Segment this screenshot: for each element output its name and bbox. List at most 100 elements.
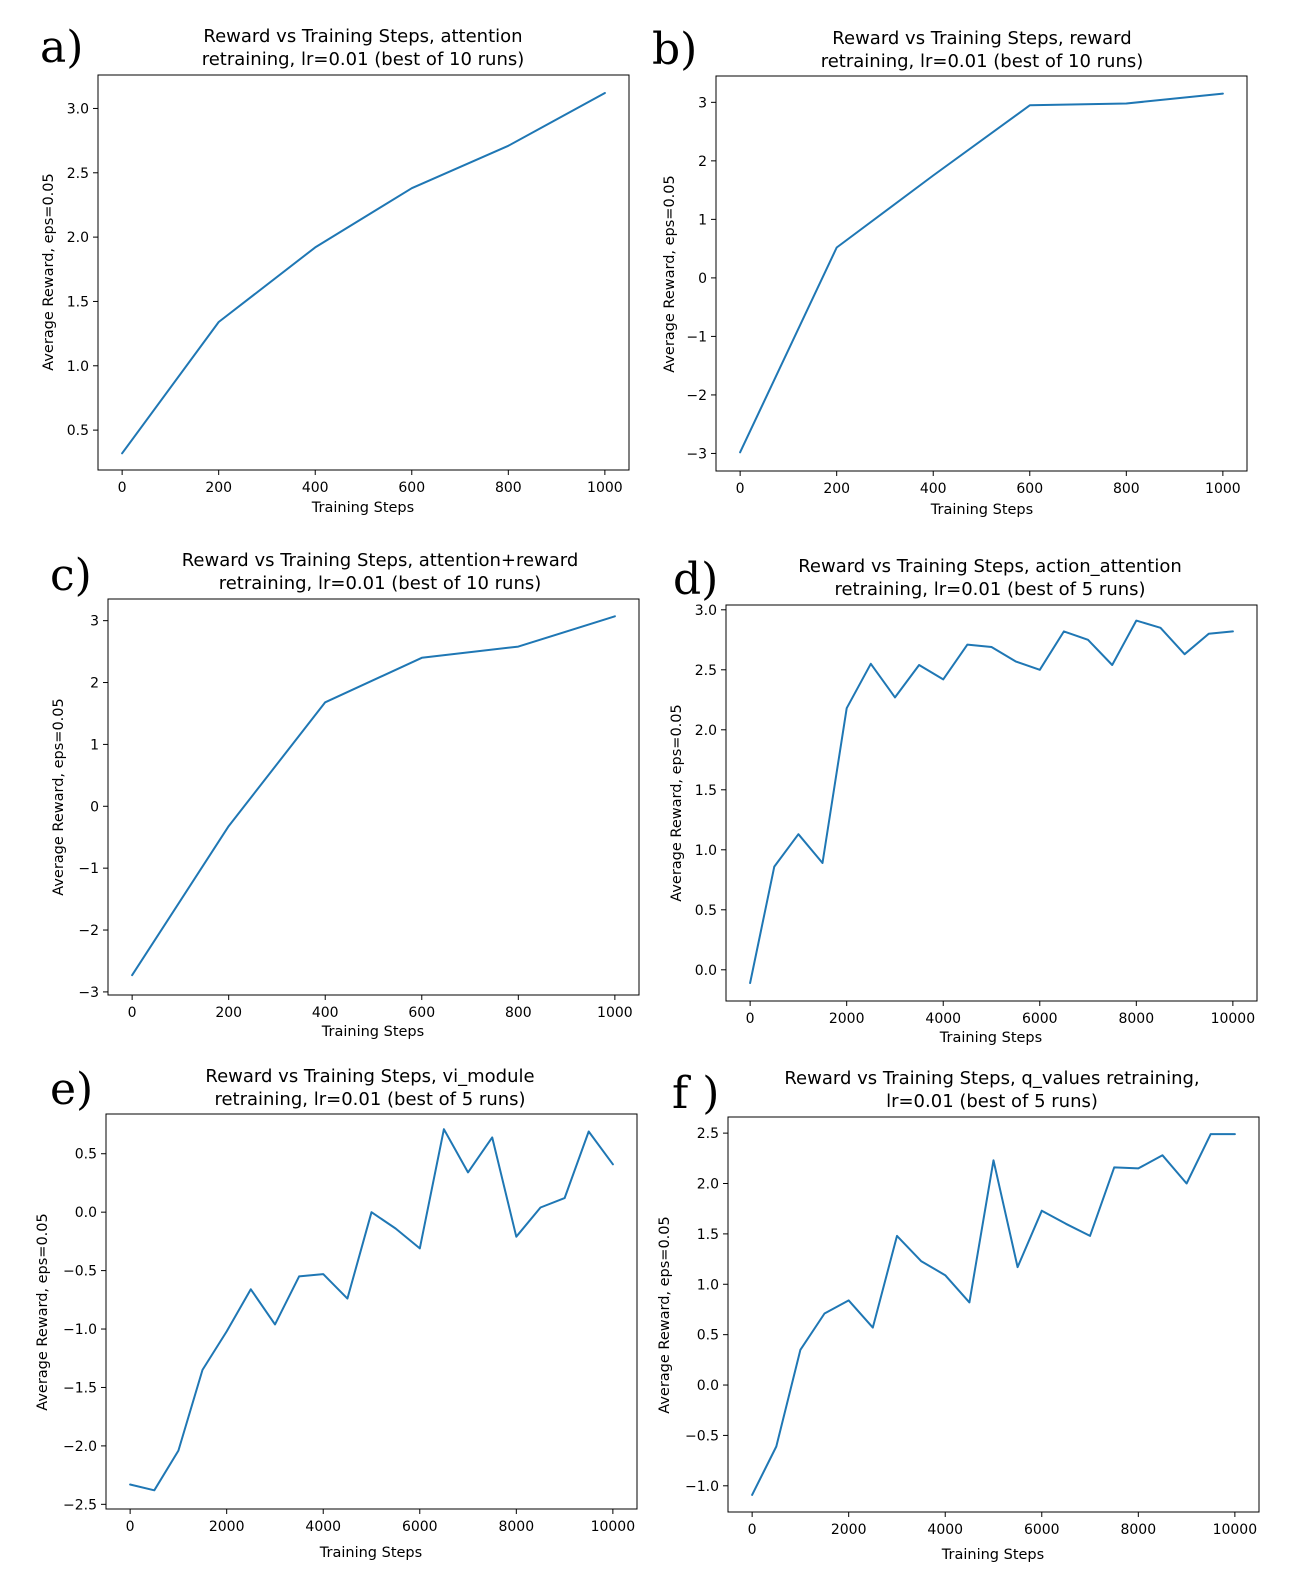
- panel-e-y-tick-label-4: −0.5: [63, 1264, 97, 1280]
- panel-e-x-tick-label-4: 8000: [498, 1519, 534, 1535]
- panel-c-y-axis-label: Average Reward, eps=0.05: [51, 698, 67, 896]
- panel-f-title-line-2: lr=0.01 (best of 5 runs): [886, 1091, 1098, 1112]
- panel-b-title-line-2: retraining, lr=0.01 (best of 10 runs): [821, 51, 1144, 72]
- panel-c-x-tick-label-1: 200: [215, 1005, 242, 1021]
- panel-a-ticks: 0 200 400 600 800 1000 0.5 1.0 1.5 2.0 2.5 3.0: [67, 101, 623, 496]
- panel-b-y-tick-label-3: 0: [698, 271, 707, 287]
- panel-f-y-tick-label-0: −1.0: [685, 1479, 719, 1495]
- panel-a-series-line: [121, 92, 606, 455]
- panel-e-axes: [105, 1113, 638, 1510]
- panel-b-y-axis-label: Average Reward, eps=0.05: [662, 175, 678, 373]
- panel-d-x-tick-label-0: 0: [746, 1011, 755, 1027]
- panel-c-y-tick-label-5: 2: [90, 676, 99, 692]
- panel-a: a) Reward vs Training Steps, attention r…: [40, 22, 630, 516]
- panel-a-title-line-1: Reward vs Training Steps, attention: [203, 26, 522, 47]
- panel-b-y-tick-label-1: −2: [686, 388, 707, 404]
- panel-c-y-tick-label-3: 0: [90, 799, 99, 815]
- panel-d-y-tick-label-3: 1.5: [695, 783, 717, 799]
- panel-b-x-tick-label-1: 200: [823, 481, 850, 497]
- panel-c-x-tick-label-0: 0: [128, 1005, 137, 1021]
- panel-a-y-tick-label-2: 1.5: [67, 294, 89, 310]
- panel-e-x-tick-label-3: 6000: [402, 1519, 438, 1535]
- panel-e-title-line-1: Reward vs Training Steps, vi_module: [205, 1066, 534, 1087]
- panel-e-y-tick-label-1: −2.0: [63, 1439, 97, 1455]
- panel-f-x-tick-label-2: 4000: [927, 1522, 963, 1538]
- panel-c-y-tick-label-1: −2: [78, 923, 99, 939]
- panel-b-y-tick-label-5: 2: [698, 154, 707, 170]
- panel-f-letter: f ): [672, 1068, 719, 1119]
- panel-e-y-tick-label-3: −1.0: [63, 1322, 97, 1338]
- panel-c-letter: c): [50, 550, 92, 601]
- panel-c-series-line: [131, 615, 616, 977]
- panel-d-x-tick-label-5: 10000: [1211, 1011, 1256, 1027]
- panel-f-x-axis-label: Training Steps: [941, 1547, 1044, 1563]
- panel-d-x-tick-label-1: 2000: [829, 1011, 865, 1027]
- panel-c-x-tick-label-4: 800: [505, 1005, 532, 1021]
- panel-f-y-tick-label-6: 2.0: [697, 1177, 719, 1193]
- panel-e-ticks: 0 2000 4000 6000 8000 10000 −2.5 −2.0 −1.5 −1.0 −0…: [63, 1147, 635, 1535]
- panel-c-y-tick-label-0: −3: [78, 985, 99, 1001]
- panel-c: c) Reward vs Training Steps, attention+r…: [50, 550, 640, 1040]
- panel-b-x-axis-label: Training Steps: [930, 502, 1033, 518]
- panel-f-ticks: 0 2000 4000 6000 8000 10000 −1.0 −0.5 0.0 0.5 1.0 1…: [685, 1126, 1257, 1538]
- panel-c-axes: [107, 598, 640, 996]
- panel-d-y-tick-label-2: 1.0: [695, 843, 717, 859]
- panel-d-y-tick-label-5: 2.5: [695, 663, 717, 679]
- panel-d-y-axis-label: Average Reward, eps=0.05: [669, 704, 685, 902]
- panel-c-ticks: 0 200 400 600 800 1000 −3 −2 −1 0 1 2 3: [78, 614, 632, 1021]
- panel-c-x-tick-label-2: 400: [312, 1005, 339, 1021]
- panel-a-x-tick-label-2: 400: [302, 480, 329, 496]
- panel-e-letter: e): [50, 1064, 93, 1115]
- panel-f-axes: [727, 1116, 1260, 1513]
- panel-c-x-tick-label-3: 600: [408, 1005, 435, 1021]
- panel-e-y-axis-label: Average Reward, eps=0.05: [35, 1213, 51, 1411]
- panel-e-y-tick-label-5: 0.0: [75, 1205, 97, 1221]
- panel-a-y-tick-label-0: 0.5: [67, 423, 89, 439]
- panel-b-letter: b): [652, 24, 697, 75]
- panel-b-x-tick-label-4: 800: [1113, 481, 1140, 497]
- panel-a-y-axis-label: Average Reward, eps=0.05: [41, 173, 57, 371]
- panel-f-y-tick-label-5: 1.5: [697, 1227, 719, 1243]
- panel-a-title-line-2: retraining, lr=0.01 (best of 10 runs): [202, 49, 525, 70]
- panel-e-x-tick-label-5: 10000: [591, 1519, 636, 1535]
- panel-e-y-tick-label-2: −1.5: [63, 1380, 97, 1396]
- panel-a-y-tick-label-5: 3.0: [67, 101, 89, 117]
- panel-e-title-line-2: retraining, lr=0.01 (best of 5 runs): [214, 1089, 525, 1110]
- panel-c-title-line-1: Reward vs Training Steps, attention+rewa…: [182, 550, 579, 571]
- panel-d-ticks: 0 2000 4000 6000 8000 10000 0.0 0.5 1.0 1.5 2.0 2.5…: [695, 603, 1255, 1027]
- panel-d-series-line: [749, 619, 1234, 984]
- panel-f-y-tick-label-4: 1.0: [697, 1277, 719, 1293]
- panel-f: f ) Reward vs Training Steps, q_values r…: [657, 1068, 1260, 1563]
- panel-c-x-tick-label-5: 1000: [597, 1005, 633, 1021]
- panel-c-y-tick-label-6: 3: [90, 614, 99, 630]
- panel-f-y-tick-label-3: 0.5: [697, 1328, 719, 1344]
- panel-f-y-tick-label-7: 2.5: [697, 1126, 719, 1142]
- panel-f-y-tick-label-1: −0.5: [685, 1428, 719, 1444]
- panel-d-y-tick-label-6: 3.0: [695, 603, 717, 619]
- panel-c-title-line-2: retraining, lr=0.01 (best of 10 runs): [219, 573, 542, 594]
- panel-f-x-tick-label-3: 6000: [1024, 1522, 1060, 1538]
- panel-f-x-tick-label-0: 0: [748, 1522, 757, 1538]
- panel-a-x-tick-label-5: 1000: [587, 480, 623, 496]
- panel-d-x-tick-label-3: 6000: [1022, 1011, 1058, 1027]
- panel-d-x-axis-label: Training Steps: [939, 1030, 1042, 1046]
- panel-e-x-axis-label: Training Steps: [319, 1545, 422, 1561]
- panel-b: b) Reward vs Training Steps, reward retr…: [652, 24, 1248, 518]
- panel-e-x-tick-label-2: 4000: [305, 1519, 341, 1535]
- panel-d: d) Reward vs Training Steps, action_atte…: [669, 554, 1258, 1046]
- panel-b-y-tick-label-4: 1: [698, 212, 707, 228]
- panel-a-axes: [97, 74, 630, 471]
- panel-b-title-line-1: Reward vs Training Steps, reward: [832, 28, 1131, 49]
- panel-f-x-tick-label-1: 2000: [831, 1522, 867, 1538]
- panel-b-y-tick-label-2: −1: [686, 329, 707, 345]
- panel-b-x-tick-label-3: 600: [1016, 481, 1043, 497]
- panel-d-title-line-2: retraining, lr=0.01 (best of 5 runs): [834, 579, 1145, 600]
- panel-b-x-tick-label-0: 0: [736, 481, 745, 497]
- panel-a-x-tick-label-1: 200: [205, 480, 232, 496]
- panel-d-x-tick-label-2: 4000: [925, 1011, 961, 1027]
- panel-e-y-tick-label-6: 0.5: [75, 1147, 97, 1163]
- panel-a-y-tick-label-1: 1.0: [67, 359, 89, 375]
- panel-d-y-tick-label-1: 0.5: [695, 903, 717, 919]
- panel-a-x-tick-label-3: 600: [398, 480, 425, 496]
- panel-c-x-axis-label: Training Steps: [321, 1024, 424, 1040]
